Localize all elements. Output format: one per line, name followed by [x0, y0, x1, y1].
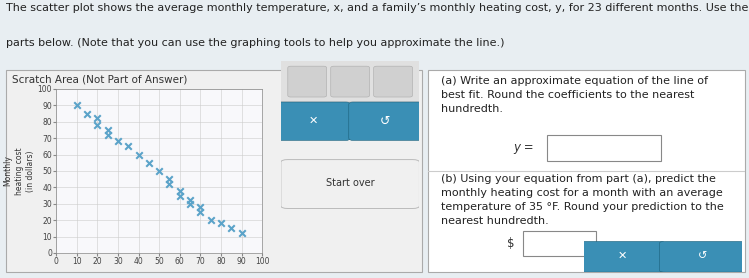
Point — [204, 218, 216, 222]
Point — [225, 226, 237, 231]
Text: $: $ — [507, 237, 515, 250]
Point — [195, 205, 207, 209]
Text: The scatter plot shows the average monthly temperature, x, and a family’s monthl: The scatter plot shows the average month… — [6, 3, 749, 13]
FancyBboxPatch shape — [331, 66, 369, 97]
Point — [174, 188, 186, 193]
FancyBboxPatch shape — [281, 160, 419, 208]
Point — [184, 198, 196, 203]
Text: ↺: ↺ — [380, 115, 391, 128]
Point — [102, 133, 114, 137]
Point — [122, 144, 134, 148]
Point — [163, 177, 175, 182]
Point — [91, 123, 103, 127]
Text: Start over: Start over — [326, 178, 374, 188]
Point — [184, 202, 196, 206]
Point — [70, 103, 83, 108]
FancyBboxPatch shape — [524, 231, 596, 256]
Text: Scratch Area (Not Part of Answer): Scratch Area (Not Part of Answer) — [12, 75, 187, 85]
Point — [102, 128, 114, 132]
Y-axis label: Monthly
heating cost
(in dollars): Monthly heating cost (in dollars) — [4, 147, 34, 195]
FancyBboxPatch shape — [349, 102, 422, 140]
Point — [112, 139, 124, 144]
FancyBboxPatch shape — [288, 66, 327, 97]
FancyBboxPatch shape — [428, 70, 745, 272]
Text: (b) Using your equation from part (a), predict the
monthly heating cost for a mo: (b) Using your equation from part (a), p… — [441, 174, 724, 226]
Point — [163, 182, 175, 186]
Text: (a) Write an approximate equation of the line of
best fit. Round the coefficient: (a) Write an approximate equation of the… — [441, 76, 708, 114]
Text: ✕: ✕ — [617, 251, 627, 261]
Point — [174, 193, 186, 198]
FancyBboxPatch shape — [580, 241, 664, 272]
FancyBboxPatch shape — [276, 102, 351, 140]
Text: y =: y = — [514, 141, 534, 154]
Point — [143, 161, 155, 165]
Point — [235, 231, 247, 235]
FancyBboxPatch shape — [6, 70, 422, 272]
Point — [195, 210, 207, 214]
FancyBboxPatch shape — [547, 135, 661, 161]
Text: parts below. (Note that you can use the graphing tools to help you approximate t: parts below. (Note that you can use the … — [6, 38, 505, 48]
Text: ↺: ↺ — [697, 251, 707, 261]
Point — [154, 169, 166, 173]
Point — [215, 221, 227, 226]
FancyBboxPatch shape — [660, 241, 745, 272]
Point — [91, 116, 103, 121]
Text: ✕: ✕ — [309, 116, 318, 126]
Point — [81, 111, 93, 116]
FancyBboxPatch shape — [276, 59, 425, 102]
FancyBboxPatch shape — [374, 66, 413, 97]
Point — [133, 152, 145, 157]
